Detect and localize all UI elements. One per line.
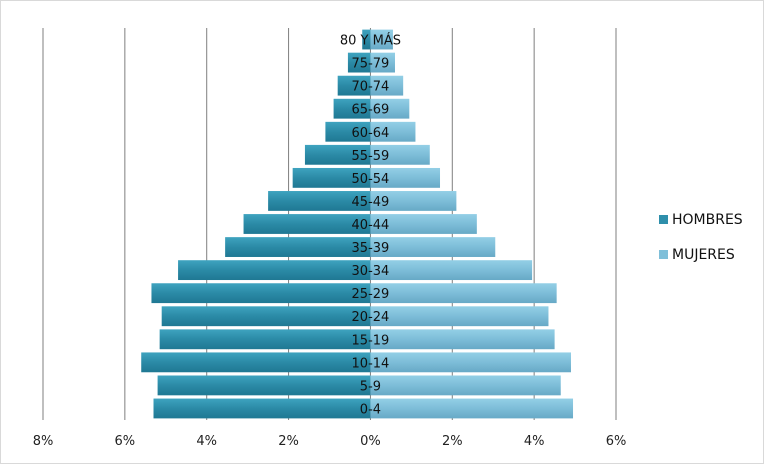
x-tick-label-0: 8% — [33, 434, 54, 449]
x-tick-label-4: 0% — [360, 434, 381, 449]
bar-hombres-16 — [362, 29, 371, 50]
bar-mujeres-3 — [370, 329, 555, 350]
bar-mujeres-6 — [370, 260, 533, 281]
bar-mujeres-2 — [370, 352, 571, 373]
bar-mujeres-5 — [370, 283, 557, 304]
age-label-9: 45-49 — [352, 195, 390, 210]
age-label-15: 75-79 — [352, 57, 390, 72]
bar-mujeres-11 — [370, 144, 430, 165]
age-label-14: 70-74 — [352, 80, 390, 95]
bar-hombres-14 — [337, 75, 371, 96]
bar-mujeres-16 — [370, 29, 393, 50]
bar-hombres-8 — [243, 214, 371, 234]
legend-swatch-1 — [659, 250, 668, 259]
bar-mujeres-12 — [370, 121, 416, 142]
bar-mujeres-14 — [370, 75, 404, 96]
age-label-13: 65-69 — [352, 103, 390, 118]
bar-hombres-2 — [141, 352, 371, 373]
x-axis-ticks: 8% 6% 4% 2% 0% 2% 4% 6% — [33, 434, 627, 449]
bar-mujeres-8 — [370, 214, 477, 234]
legend-label-0: HOMBRES — [672, 212, 743, 228]
age-labels: 0-4 5-9 10-14 15-19 20-24 25-29 30-34 35-39 40-4… — [340, 33, 401, 418]
bar-mujeres-9 — [370, 191, 457, 211]
bar-hombres-6 — [178, 260, 371, 281]
bar-hombres-10 — [292, 167, 371, 188]
bar-hombres-3 — [159, 329, 371, 350]
bar-hombres-4 — [161, 306, 371, 327]
age-label-12: 60-64 — [352, 126, 390, 141]
age-label-4: 20-24 — [352, 310, 390, 325]
age-label-3: 15-19 — [352, 333, 390, 348]
x-tick-label-6: 4% — [524, 434, 545, 449]
age-label-0: 0-4 — [360, 402, 381, 417]
bar-mujeres-15 — [370, 52, 395, 73]
bar-mujeres-13 — [370, 98, 410, 119]
x-tick-label-3: 2% — [278, 434, 299, 449]
x-tick-label-7: 6% — [606, 434, 627, 449]
bar-mujeres-7 — [370, 237, 496, 257]
legend-label-1: MUJERES — [672, 247, 735, 263]
bar-mujeres-0 — [370, 398, 574, 419]
age-label-8: 40-44 — [352, 218, 390, 233]
age-label-7: 35-39 — [352, 241, 390, 256]
bar-hombres-9 — [268, 191, 371, 211]
bar-hombres-1 — [157, 375, 371, 396]
legend-swatch-0 — [659, 215, 668, 224]
age-label-1: 5-9 — [360, 379, 381, 394]
x-tick-label-1: 6% — [115, 434, 136, 449]
age-label-2: 10-14 — [352, 356, 390, 371]
bar-hombres-13 — [333, 98, 371, 119]
x-tick-label-5: 2% — [442, 434, 463, 449]
bar-hombres-11 — [304, 144, 371, 165]
x-tick-label-2: 4% — [196, 434, 217, 449]
age-label-11: 55-59 — [352, 149, 390, 164]
bar-hombres-12 — [325, 121, 371, 142]
age-label-5: 25-29 — [352, 287, 390, 302]
bar-hombres-0 — [153, 398, 371, 419]
age-label-6: 30-34 — [352, 264, 390, 279]
bar-hombres-5 — [151, 283, 371, 304]
bar-mujeres-10 — [370, 167, 441, 188]
bar-hombres-15 — [347, 52, 371, 73]
bar-mujeres-1 — [370, 375, 561, 396]
age-label-10: 50-54 — [352, 172, 390, 187]
age-label-16: 80 Y MÁS — [340, 33, 401, 49]
legend: HOMBRES MUJERES — [659, 212, 743, 263]
bar-hombres-7 — [225, 237, 371, 257]
bar-mujeres-4 — [370, 306, 549, 327]
bars — [141, 29, 574, 419]
